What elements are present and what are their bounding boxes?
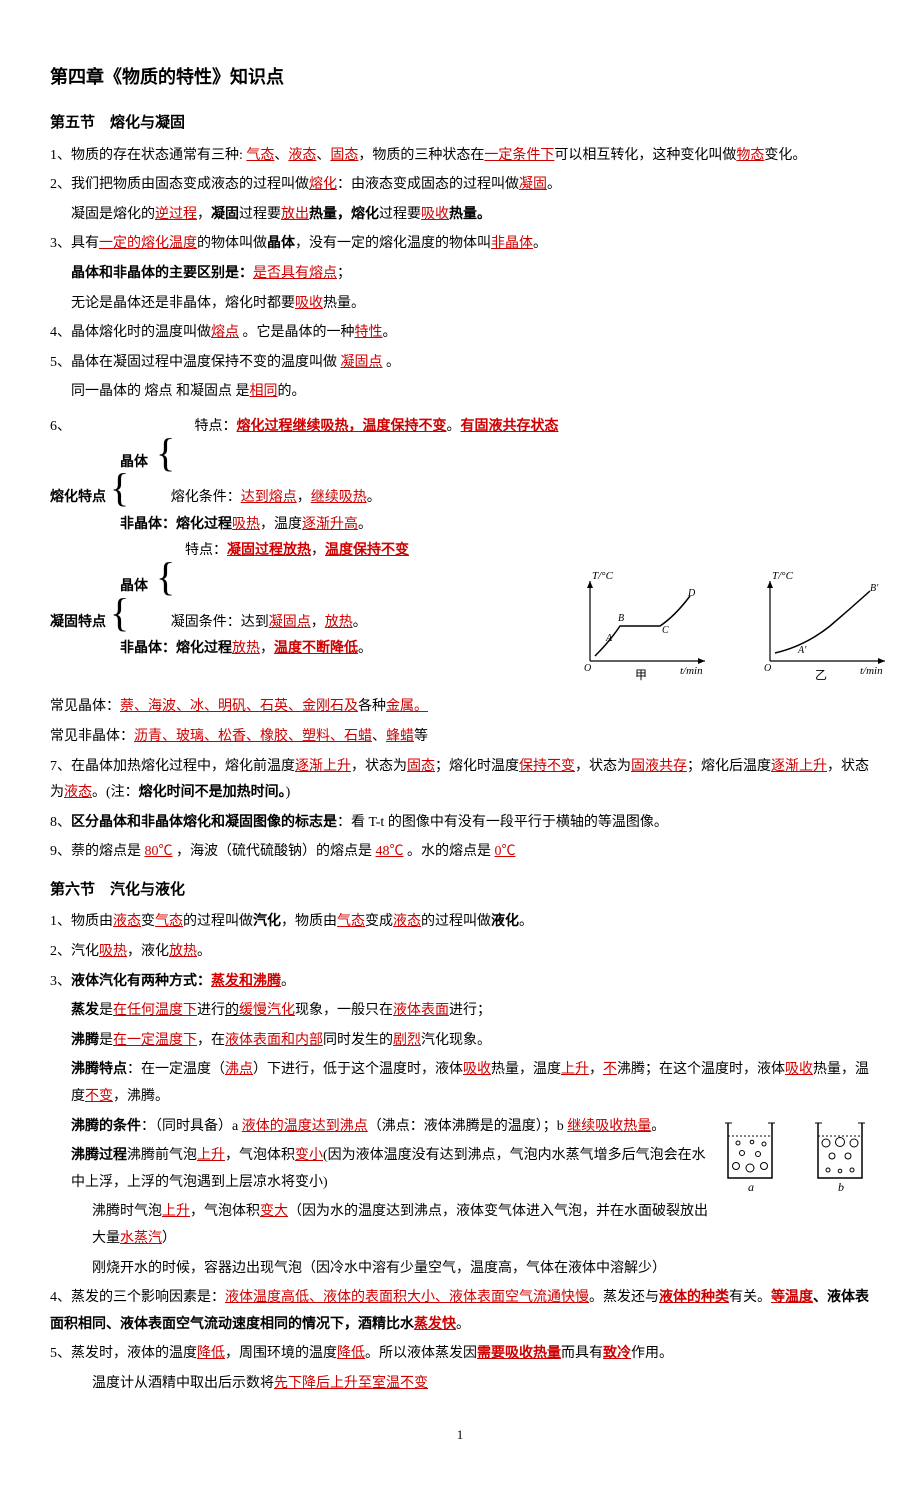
s5-p1: 1、物质的存在状态通常有三种: 气态、液态、固态，物质的三种状态在一定条件下可以… [50,143,870,170]
s6-boil-process-c: 刚烧开水的时候，容器边出现气泡（因冷水中溶有少量空气，温度高，气体在液体中溶解少… [50,1256,870,1283]
s5-p8: 8、区分晶体和非晶体熔化和凝固图像的标志是：看 T-t 的图像中有没有一段平行于… [50,810,870,837]
svg-text:O: O [584,663,591,674]
s6-p4: 4、蒸发的三个影响因素是：液体温度高低、液体的表面积大小、液体表面空气流通快慢。… [50,1285,870,1338]
s6-boil: 沸腾是在一定温度下，在液体表面和内部同时发生的剧烈汽化现象。 [50,1028,870,1055]
s5-p2b: 凝固是熔化的逆过程，凝固过程要放出热量，熔化过程要吸收热量。 [50,202,870,229]
section6-heading: 第六节 汽化与液化 [50,876,870,905]
beaker-a: a [720,1118,780,1204]
s5-p9: 9、萘的熔点是 80℃ ，海波（硫代硫酸钠）的熔点是 48℃ 。水的熔点是 0℃ [50,839,870,866]
svg-text:甲: 甲 [635,668,647,681]
beaker-b: b [810,1118,870,1204]
s6-p5b: 温度计从酒精中取出后示数将先下降后上升至室温不变 [50,1371,870,1398]
s5-p7: 7、在晶体加热熔化过程中，熔化前温度逐渐上升，状态为固态；熔化时温度保持不变，状… [50,754,870,807]
melting-tree: 6、 特点：熔化过程继续吸热，温度保持不变。有固液共存状态 晶体{ 熔化特点{ … [50,414,870,663]
s5-p3: 3、具有一定的熔化温度的物体叫做晶体，没有一定的熔化温度的物体叫非晶体。 [50,231,870,258]
s6-boil-feat: 沸腾特点：在一定温度（沸点）下进行，低于这个温度时，液体吸收热量，温度上升，不沸… [50,1057,870,1110]
common-noncrystals: 常见非晶体：沥青、玻璃、松香、橡胶、塑料、石蜡、蜂蜡等 [50,724,870,751]
s5-p3c: 无论是晶体还是非晶体，熔化时都要吸收热量。 [50,291,870,318]
svg-text:a: a [748,1180,754,1193]
svg-text:B′: B′ [870,583,879,594]
s6-p3: 3、液体汽化有两种方式：蒸发和沸腾。 [50,969,870,996]
s5-p3b: 晶体和非晶体的主要区别是：是否具有熔点； [50,261,870,288]
svg-text:t/min: t/min [860,665,883,677]
s6-p2: 2、汽化吸热，液化放热。 [50,939,870,966]
svg-text:b: b [838,1180,844,1193]
page-number: 1 [50,1423,870,1448]
s5-p5b: 同一晶体的 熔点 和凝固点 是相同的。 [50,379,870,406]
s6-boil-process-b: 沸腾时气泡上升，气泡体积变大（因为水的温度达到沸点，液体变气体进入气泡，并在水面… [50,1199,870,1252]
svg-text:O: O [764,663,771,674]
s5-p4: 4、晶体熔化时的温度叫做熔点 。它是晶体的一种特性。 [50,320,870,347]
s5-p2: 2、我们把物质由固态变成液态的过程叫做熔化：由液态变成固态的过程叫做凝固。 [50,172,870,199]
s5-p5: 5、晶体在凝固过程中温度保持不变的温度叫做 凝固点 。 [50,350,870,377]
beaker-diagrams: a b [720,1118,870,1204]
s6-p5: 5、蒸发时，液体的温度降低，周围环境的温度降低。所以液体蒸发因需要吸收热量而具有… [50,1341,870,1368]
chapter-title: 第四章《物质的特性》知识点 [50,60,870,94]
section5-heading: 第五节 熔化与凝固 [50,109,870,138]
common-crystals: 常见晶体：萘、海波、冰、明矾、石英、金刚石及各种金属。 [50,694,870,721]
svg-text:乙: 乙 [815,668,827,681]
svg-text:t/min: t/min [680,665,703,677]
s6-p1: 1、物质由液态变气态的过程叫做汽化，物质由气态变成液态的过程叫做液化。 [50,909,870,936]
s6-evap: 蒸发是在任何温度下进行的缓慢汽化现象，一般只在液体表面进行； [50,998,870,1025]
